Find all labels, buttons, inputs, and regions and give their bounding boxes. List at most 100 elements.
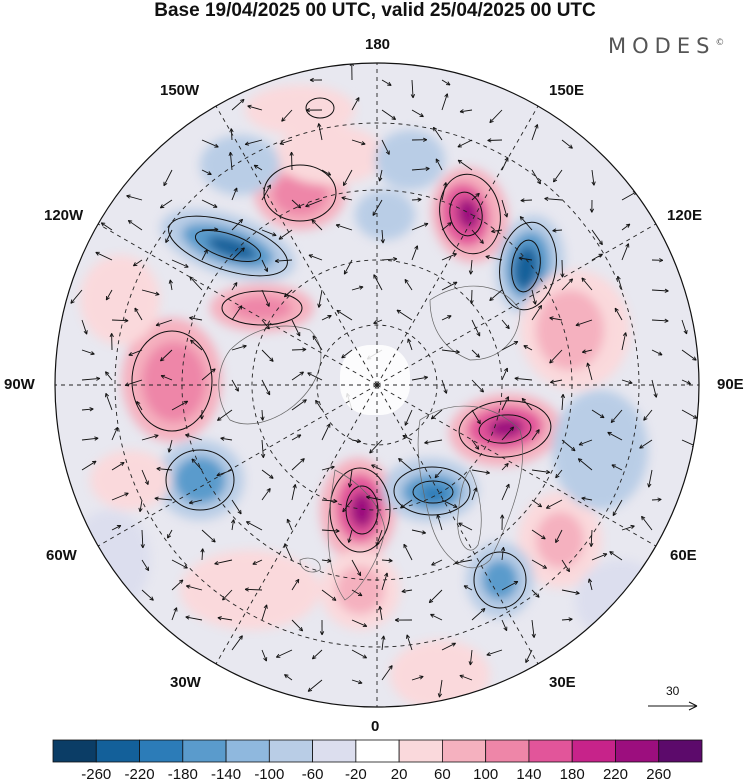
- wind-vector-116: [651, 288, 669, 293]
- wind-vector-186: [315, 399, 323, 411]
- wind-vector-79: [132, 259, 143, 267]
- wind-vector-19: [317, 123, 323, 141]
- anomaly-blob-39: [200, 135, 280, 195]
- wind-vector-303: [401, 588, 413, 594]
- wind-vector-167: [307, 372, 323, 381]
- anomaly-blob-42: [80, 255, 160, 345]
- wind-vector-185: [291, 399, 307, 411]
- latitude-circle-3: [114, 122, 640, 648]
- wind-vector-80: [171, 259, 189, 268]
- wind-vector-92: [518, 256, 533, 261]
- wind-vector-304: [428, 589, 443, 604]
- wind-vector-164: [231, 379, 239, 392]
- wind-vector-173: [550, 379, 563, 384]
- wind-vector-190: [471, 409, 481, 425]
- wind-vector-24: [457, 139, 473, 148]
- wind-vector-20: [351, 139, 366, 146]
- wind-vector-284: [351, 559, 362, 577]
- wind-vector-290: [531, 559, 548, 569]
- contour-12: [263, 164, 337, 222]
- wind-vector-50: [341, 196, 353, 201]
- wind-vector-328: [351, 649, 368, 659]
- lon-label-90e: 90E: [717, 376, 744, 393]
- colorbar-swatch-6: [312, 739, 357, 763]
- wind-vector-147: [341, 349, 353, 359]
- wind-vector-338: [381, 665, 393, 681]
- wind-vector-3: [410, 79, 416, 99]
- wind-vector-6: [247, 104, 263, 111]
- colorbar-tick-13: 260: [646, 766, 672, 783]
- anomaly-blob-17: [420, 486, 448, 502]
- wind-vector-85: [308, 254, 323, 261]
- wind-vector-272: [531, 529, 546, 540]
- wind-vector-211: [471, 439, 480, 450]
- wind-vector-124: [291, 319, 301, 337]
- wind-vector-300: [321, 589, 337, 601]
- anomaly-blob-31: [482, 560, 518, 600]
- wind-vector-251: [471, 487, 478, 501]
- wind-vector-329: [381, 635, 386, 651]
- wind-vector-280: [214, 559, 233, 566]
- lon-label-60e: 60E: [670, 547, 697, 564]
- wind-vector-65: [261, 229, 277, 237]
- wind-vector-22: [411, 137, 428, 142]
- wind-vector-99: [141, 289, 160, 296]
- meridian-5: [97, 384, 378, 547]
- wind-vector-201: [167, 439, 173, 453]
- coastline-scandinavia: [457, 469, 482, 551]
- wind-vector-236: [577, 458, 593, 471]
- wind-vector-193: [560, 393, 566, 411]
- wind-vector-194: [591, 409, 605, 419]
- wind-vector-332: [468, 649, 473, 666]
- wind-vector-89: [441, 253, 457, 261]
- wind-vector-97: [70, 289, 83, 304]
- wind-vector-34: [342, 169, 353, 187]
- anomaly-blob-8: [513, 246, 539, 290]
- lon-label-120e: 120E: [667, 207, 703, 224]
- wind-vector-313: [261, 604, 268, 621]
- brand-mark: ©: [715, 38, 725, 48]
- wind-vector-257: [651, 497, 662, 502]
- wind-vector-296: [186, 584, 203, 591]
- wind-vector-223: [191, 458, 203, 471]
- wind-vector-339: [411, 675, 424, 681]
- latitude-circle-0: [316, 324, 438, 446]
- contour-3: [449, 191, 483, 237]
- wind-vector-341: [459, 674, 473, 681]
- colorbar-tick-3: -140: [211, 766, 242, 783]
- wind-vector-254: [545, 499, 563, 509]
- wind-vector-107: [373, 274, 383, 291]
- meridian-2: [376, 384, 539, 665]
- wind-vector-126: [336, 309, 353, 321]
- anomaly-blob-2: [207, 236, 257, 260]
- wind-vector-138: [81, 349, 95, 356]
- colorbar-swatch-12: [571, 739, 616, 763]
- brand-name: MODES: [608, 34, 716, 58]
- wind-vector-333: [486, 649, 503, 657]
- contour-1: [194, 229, 262, 263]
- wind-vector-88: [411, 245, 419, 261]
- wind-vector-162: [160, 374, 173, 381]
- wind-vector-171: [501, 367, 508, 381]
- wind-vector-5: [231, 98, 245, 111]
- coastline-eurasia: [417, 405, 523, 569]
- wind-vector-255: [581, 496, 593, 501]
- colorbar-swatch-5: [268, 739, 314, 763]
- wind-vector-178: [81, 407, 94, 412]
- wind-vector-242: [188, 499, 203, 505]
- colorbar-swatch-2: [139, 739, 184, 763]
- anomaly-blob-45: [70, 510, 150, 610]
- wind-vector-82: [231, 247, 245, 261]
- wind-vector-57: [544, 196, 563, 201]
- colorbar: [52, 739, 703, 763]
- wind-vector-100: [168, 279, 173, 291]
- wind-vector-198: [81, 436, 99, 441]
- wind-vector-142: [190, 339, 203, 351]
- wind-vector-319: [430, 613, 443, 621]
- wind-vector-262: [231, 519, 236, 531]
- contour-4: [499, 221, 557, 311]
- wind-vector-311: [185, 615, 203, 621]
- colorbar-tick-0: -260: [81, 766, 112, 783]
- wind-vector-212: [501, 426, 515, 441]
- meridian-1: [376, 384, 657, 547]
